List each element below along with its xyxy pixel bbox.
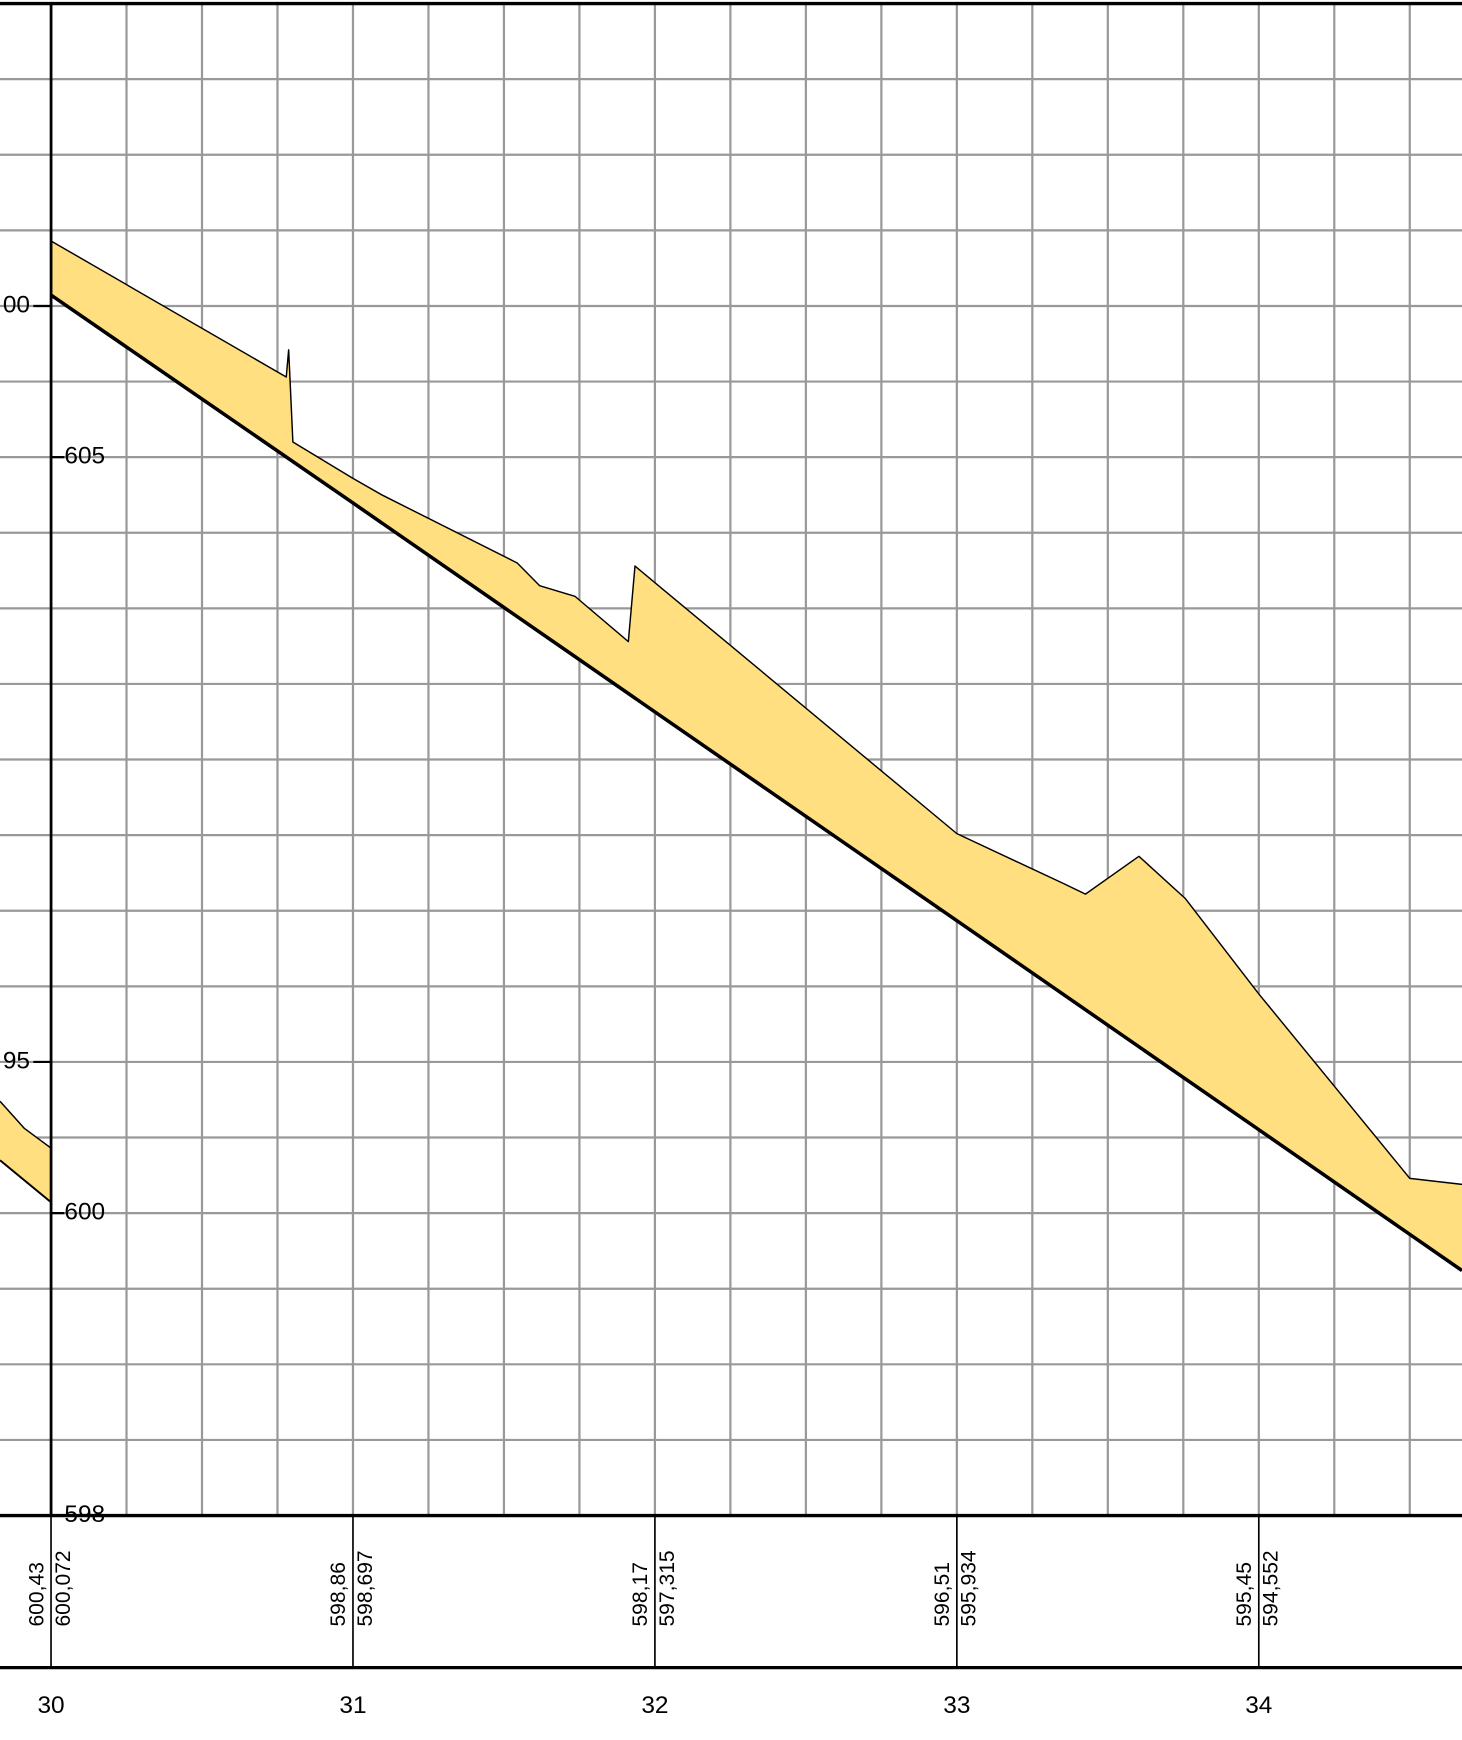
- ground-elevation: 598,86: [327, 1562, 350, 1626]
- profile-line: [0, 1159, 52, 1204]
- ground-elevation: 596,51: [931, 1562, 954, 1626]
- x-tick-label: 33: [943, 1692, 970, 1719]
- y2-tick-label: 605: [64, 443, 105, 470]
- invert-elevation: 595,934: [958, 1550, 981, 1626]
- ground-elevation: 598,17: [629, 1562, 652, 1626]
- y2-tick-label: 600: [64, 1199, 105, 1226]
- x-tick-label: 34: [1245, 1692, 1272, 1719]
- fill-band: [0, 1101, 52, 1203]
- invert-elevation: 597,315: [656, 1550, 679, 1626]
- invert-elevation: 598,697: [354, 1550, 377, 1626]
- invert-elevation: 594,552: [1260, 1550, 1283, 1626]
- y2-tick-label: 598: [64, 1501, 105, 1528]
- fill-band: [51, 240, 1462, 1271]
- invert-elevation: 600,072: [52, 1550, 75, 1626]
- y-tick-label: 95: [3, 1047, 30, 1074]
- ground-elevation: 600,43: [25, 1562, 48, 1626]
- x-tick-label: 30: [37, 1692, 64, 1719]
- x-tick-label: 31: [339, 1692, 366, 1719]
- x-tick-label: 32: [641, 1692, 668, 1719]
- y-tick-label: 00: [3, 291, 30, 318]
- marks: [0, 240, 1462, 1273]
- profile-line: [0, 1100, 52, 1149]
- grid: [0, 3, 1462, 1516]
- ground-elevation: 595,45: [1233, 1562, 1256, 1626]
- profile-line: [50, 240, 1462, 1186]
- profile-line: [50, 293, 1462, 1273]
